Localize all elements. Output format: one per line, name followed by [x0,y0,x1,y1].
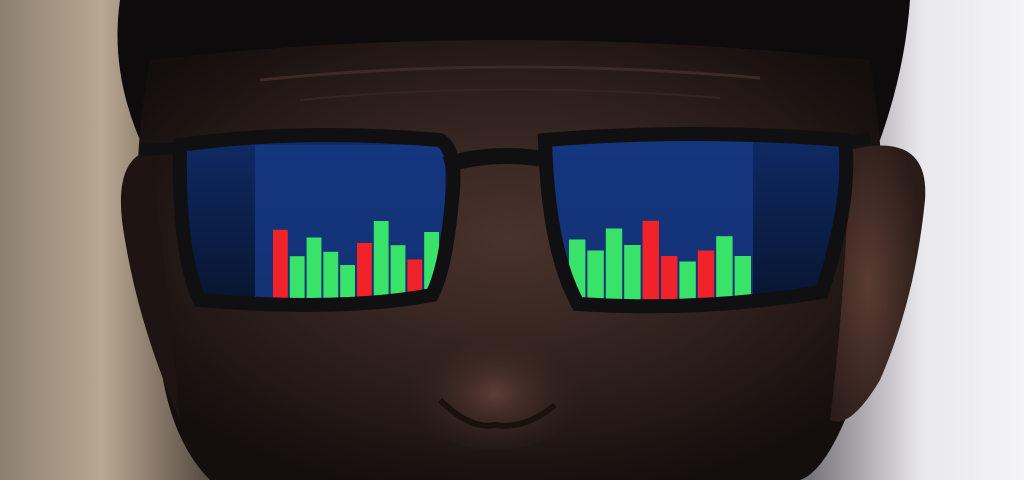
left-ear [120,150,180,420]
reflected-bar [289,256,305,298]
left-lens-frame [172,128,461,312]
reflected-bar [273,229,288,298]
reflected-bar [407,259,423,298]
glasses-temple [844,132,871,148]
forehead-wrinkle [299,88,721,101]
reflected-bar [390,245,406,298]
nose [400,310,590,450]
reflected-bar [605,228,623,300]
right-ear [830,145,926,422]
reflected-bar [323,251,339,298]
reflected-bar [661,256,678,300]
reflected-bar [697,250,715,300]
nostrils [437,397,557,429]
reflected-bar [373,221,389,298]
left-lens-reflection [255,145,445,300]
reflected-bar [340,265,355,298]
reflected-bar [716,236,733,300]
reflected-bar [306,237,322,298]
reflected-bar [357,243,372,298]
right-lens-frame [537,127,854,314]
right-lens-reflection [548,140,753,305]
reflected-bar [734,256,751,300]
glasses-temple [139,142,181,156]
reflected-bar [642,220,659,300]
reflected-bar [624,245,641,300]
reflected-bar [587,250,604,300]
reflected-bar [679,261,696,300]
forehead-wrinkle [259,65,761,82]
glasses-bridge [442,148,552,173]
